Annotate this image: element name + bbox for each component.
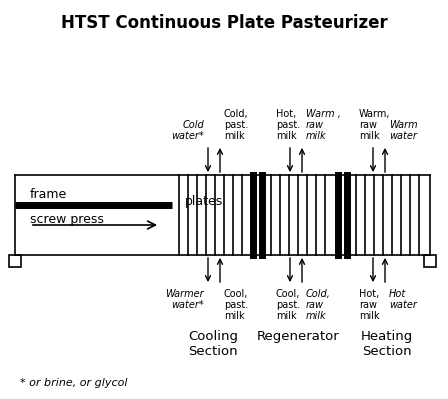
Text: Cold,: Cold,: [224, 109, 249, 119]
Text: water: water: [389, 300, 417, 310]
Text: Warmer: Warmer: [165, 289, 204, 299]
Bar: [424, 255, 436, 267]
Text: milk: milk: [359, 131, 379, 141]
Text: Cool,: Cool,: [224, 289, 248, 299]
Text: raw: raw: [359, 120, 377, 130]
Text: Warm: Warm: [389, 120, 418, 130]
Text: screw press: screw press: [30, 213, 104, 226]
Text: Hot,: Hot,: [276, 109, 296, 119]
Text: past.: past.: [224, 300, 248, 310]
Text: past.: past.: [224, 120, 248, 130]
Text: water*: water*: [171, 131, 204, 141]
Text: past.: past.: [276, 120, 300, 130]
Text: water*: water*: [171, 300, 204, 310]
Text: milk: milk: [276, 131, 297, 141]
Text: frame: frame: [30, 188, 67, 201]
Text: milk: milk: [306, 311, 327, 321]
Text: milk: milk: [359, 311, 379, 321]
Text: Hot,: Hot,: [359, 289, 379, 299]
Text: raw: raw: [306, 120, 324, 130]
Text: Cooling
Section: Cooling Section: [188, 330, 238, 358]
Text: Cool,: Cool,: [276, 289, 300, 299]
Text: milk: milk: [224, 131, 245, 141]
Text: milk: milk: [224, 311, 245, 321]
Text: raw: raw: [306, 300, 324, 310]
Text: milk: milk: [306, 131, 327, 141]
Text: Hot: Hot: [389, 289, 406, 299]
Text: Regenerator: Regenerator: [257, 330, 340, 343]
Text: plates: plates: [185, 195, 223, 208]
Text: Cold: Cold: [182, 120, 204, 130]
Text: past.: past.: [276, 300, 300, 310]
Text: Heating
Section: Heating Section: [361, 330, 413, 358]
Text: Warm ,: Warm ,: [306, 109, 341, 119]
Text: raw: raw: [359, 300, 377, 310]
Text: HTST Continuous Plate Pasteurizer: HTST Continuous Plate Pasteurizer: [60, 14, 388, 32]
Text: Warm,: Warm,: [359, 109, 391, 119]
Text: water: water: [389, 131, 417, 141]
Text: milk: milk: [276, 311, 297, 321]
Text: * or brine, or glycol: * or brine, or glycol: [20, 378, 128, 388]
Text: Cold,: Cold,: [306, 289, 331, 299]
Bar: [9, 255, 21, 267]
